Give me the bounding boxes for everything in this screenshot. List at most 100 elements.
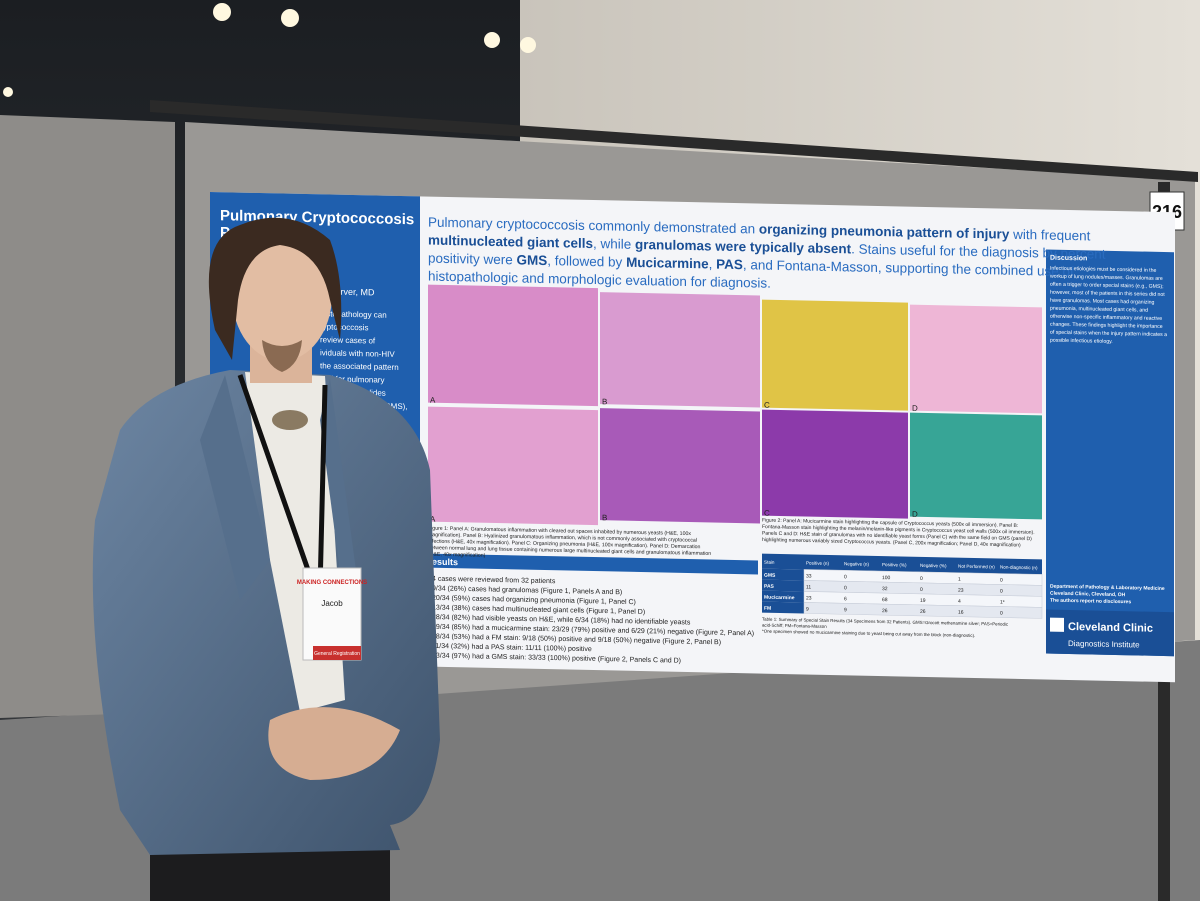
badge-ribbon-text: General Registration <box>314 651 360 657</box>
discussion-heading: Discussion <box>1050 255 1087 263</box>
lanyard <box>237 374 328 591</box>
table-cell: 0 <box>920 587 923 593</box>
figure-caption: magnification). Panel B: Hyalinized gran… <box>428 532 697 544</box>
board-frame <box>150 100 1198 182</box>
intro-text: hed for pulmonary <box>320 374 384 384</box>
figure-caption: between normal lung and lung tissue cont… <box>428 545 711 557</box>
table-cell: 11 <box>806 584 811 590</box>
headline-segment: , followed by <box>547 253 626 270</box>
badge-event: MAKING CONNECTIONS <box>297 580 367 586</box>
badge-name: Jacob <box>321 599 343 608</box>
intro-text: the associated pattern <box>320 361 399 372</box>
person: MAKING CONNECTIONS Jacob General Registr… <box>92 217 441 901</box>
headline-segment: . Stains useful for the diagnosis by per… <box>851 241 1106 261</box>
discussion-text: pneumonia, multinucleated giant cells, a… <box>1050 306 1148 314</box>
table-header: Positive (%) <box>882 562 907 568</box>
table-cell: 0 <box>1000 578 1003 584</box>
table-cell: 19 <box>920 598 926 604</box>
table-cell: 26 <box>882 608 888 614</box>
hair <box>208 217 342 360</box>
headline-segment: GMS <box>517 252 548 268</box>
logo-subtitle: Diagnostics Institute <box>1068 639 1140 650</box>
lapel-right <box>320 378 360 610</box>
discussion-text: possible infectious etiology. <box>1050 338 1113 345</box>
headline-segment: Mucicarmine <box>626 255 709 272</box>
bolo-tie <box>272 410 308 430</box>
headline-segment: PAS <box>716 257 743 273</box>
table-cell: 32 <box>882 586 888 592</box>
table-caption: *One specimen showed no mucicarmine stai… <box>762 629 975 638</box>
table-cell: 9 <box>844 607 847 613</box>
affiliation: The authors report no disclosures <box>1050 598 1131 606</box>
panel-letter: D <box>912 510 918 519</box>
table-row-bg <box>762 579 804 592</box>
intro-text: review cases of <box>320 335 376 345</box>
intro-text: ividuals with non-HIV <box>320 348 395 359</box>
table-header: Not Performed (n) <box>958 564 995 570</box>
headline-line: Pulmonary cryptococcosis commonly demons… <box>428 215 1091 244</box>
table-cell: 100 <box>882 575 891 581</box>
headline-segment: granulomas were typically absent <box>635 237 852 257</box>
table-cell: 0 <box>1000 611 1003 617</box>
table-cell: FM <box>764 606 771 612</box>
table-cell: Mucicarmine <box>764 595 795 602</box>
table-cell: 0 <box>844 574 847 580</box>
discussion-text: changes. These findings highlight the im… <box>1050 322 1163 330</box>
beard <box>262 340 302 372</box>
table-cell: PAS <box>764 584 775 590</box>
table-caption: Table 1: Summary of Special Stain Result… <box>762 617 1009 627</box>
table-header-bg <box>762 553 1042 575</box>
panel-letter: A <box>430 396 436 405</box>
table-caption: acid-Schiff; FM=Fontana-Masson <box>762 623 827 629</box>
table-cell: 23 <box>958 588 964 594</box>
table-cell: 1* <box>1000 600 1005 606</box>
table-row-bg <box>762 568 804 581</box>
table-header: Negative (n) <box>844 561 869 567</box>
figure-caption: Panels C and D: H&E stain of granulomas … <box>762 531 1032 543</box>
headline-line: histopathologic and morphologic evaluati… <box>428 269 771 291</box>
intro-text: histopathology can <box>320 309 387 319</box>
figure-caption: Fontana-Masson stain highlighting the me… <box>762 524 1035 536</box>
badge <box>302 567 362 661</box>
figure-caption: infections (H&E, 40x magnification). Pan… <box>428 539 701 551</box>
affiliation: Department of Pathology & Laboratory Med… <box>1050 584 1165 592</box>
lights <box>3 3 536 97</box>
headline-segment: with frequent <box>1009 227 1090 244</box>
results-bar <box>428 553 758 575</box>
result-item: 13/34 (38%) cases had multinucleated gia… <box>432 604 645 615</box>
figure-caption: Figure 1: Panel A: Granulomatous inflamm… <box>428 526 691 538</box>
table-header: Stain <box>764 560 775 565</box>
table-header: Negative (%) <box>920 563 947 569</box>
discussion-text: otherwise non-specific inflammatory and … <box>1050 314 1162 322</box>
hands <box>268 707 400 780</box>
table-cell: 33 <box>806 573 812 579</box>
discussion-text: of special stains when the injury patter… <box>1050 330 1167 338</box>
table-cell: 4 <box>958 599 961 605</box>
headline-segment: multinucleated giant cells <box>428 233 593 251</box>
figure-caption: Figure 2: Panel A: Mucicarmine stain hig… <box>762 518 1018 529</box>
discussion-text: Infectious etiologies must be considered… <box>1050 266 1157 274</box>
table-cell: GMS <box>764 573 776 579</box>
logo-box <box>1046 609 1174 657</box>
table-cell: 9 <box>806 606 809 612</box>
result-item: 4 cases were reviewed from 32 patients <box>432 576 556 586</box>
result-item: 11/34 (32%) had a PAS stain: 11/11 (100%… <box>432 643 592 653</box>
discussion-text: have granulomas. Most cases had organizi… <box>1050 298 1154 306</box>
discussion-text: however, most of the patients in this se… <box>1050 290 1165 298</box>
intro-text: ryptococcosis <box>320 322 368 332</box>
table-cell: 68 <box>882 597 888 603</box>
affiliation: Cleveland Clinic, Cleveland, OH <box>1050 591 1126 599</box>
results-heading: esults <box>432 557 458 568</box>
poster-author: Farver, MD <box>330 287 375 298</box>
headline-line: positivity were GMS, followed by Mucicar… <box>428 251 1074 280</box>
table-cell: 23 <box>806 595 812 601</box>
face <box>232 229 332 361</box>
lapel-left <box>200 375 270 600</box>
table-cell: 26 <box>920 609 926 615</box>
table-cell: 16 <box>958 610 964 616</box>
logo-mark <box>1050 617 1064 632</box>
table-row-bg <box>762 590 804 603</box>
panel-letter: B <box>602 397 607 406</box>
right-panel <box>1046 249 1174 657</box>
